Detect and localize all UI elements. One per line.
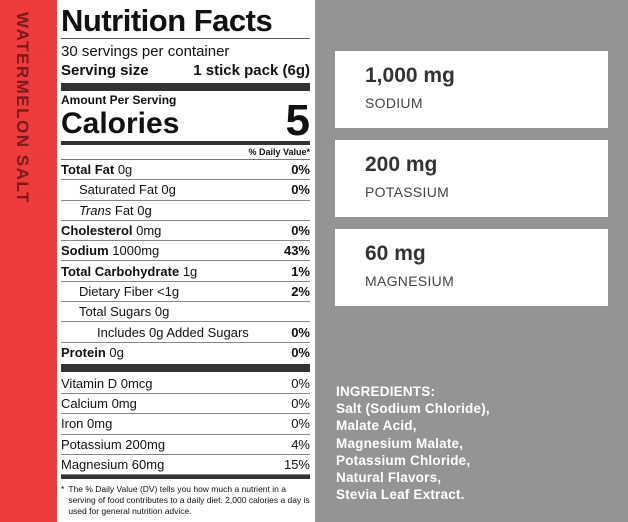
vitamin-row: Calcium 0mg 0% bbox=[61, 394, 310, 415]
medium-divider bbox=[61, 141, 310, 145]
nutrient-row-saturated-fat: Saturated Fat 0g 0% bbox=[61, 180, 310, 201]
footnote: * The % Daily Value (DV) tells you how m… bbox=[61, 479, 310, 517]
nutrient-row-total-carbohydrate: Total Carbohydrate 1g 1% bbox=[61, 261, 310, 282]
mineral-value: 1,000 mg bbox=[365, 64, 455, 87]
nutrient-rows: Total Fat 0g 0% Saturated Fat 0g 0% Trans … bbox=[61, 160, 310, 362]
nutrient-row-total-sugars: Total Sugars 0g bbox=[61, 302, 310, 323]
mineral-card-potassium: 200 mg POTASSIUM bbox=[335, 140, 608, 217]
mineral-card-sodium: 1,000 mg SODIUM bbox=[335, 51, 608, 128]
nutrient-row-added-sugars: Includes 0g Added Sugars 0% bbox=[61, 322, 310, 343]
ingredient-line: Magnesium Malate, bbox=[336, 435, 464, 451]
mineral-value: 200 mg bbox=[365, 153, 438, 176]
medium-divider-footer bbox=[61, 474, 310, 479]
serving-size-row: Serving size 1 stick pack (6g) bbox=[61, 61, 310, 81]
nutrient-row-protein: Protein 0g 0% bbox=[61, 344, 310, 360]
nutrition-title: Nutrition Facts bbox=[61, 3, 273, 38]
thick-divider-vitamins bbox=[61, 363, 310, 372]
nutrient-row-total-fat: Total Fat 0g 0% bbox=[61, 160, 310, 181]
vitamin-row: Magnesium 60mg 15% bbox=[61, 455, 310, 475]
ingredient-line: Natural Flavors, bbox=[336, 470, 442, 486]
ingredient-line: Stevia Leaf Extract. bbox=[336, 487, 465, 503]
thick-divider bbox=[61, 83, 310, 91]
vitamin-row: Iron 0mg 0% bbox=[61, 414, 310, 435]
mineral-value: 60 mg bbox=[365, 242, 426, 265]
nutrient-row-dietary-fiber: Dietary Fiber <1g 2% bbox=[61, 282, 310, 303]
ingredient-line: Salt (Sodium Chloride), bbox=[336, 401, 490, 417]
ingredients-heading: INGREDIENTS: bbox=[336, 384, 436, 399]
vitamin-row: Vitamin D 0mcg 0% bbox=[61, 374, 310, 395]
serving-size-label: Serving size bbox=[61, 62, 149, 79]
nutrient-row-trans-fat: Trans Fat 0g bbox=[61, 201, 310, 221]
serving-size-value: 1 stick pack (6g) bbox=[193, 62, 310, 79]
servings-per-container: 30 servings per container bbox=[61, 43, 230, 60]
ingredients-block: INGREDIENTS: Salt (Sodium Chloride), Mal… bbox=[336, 383, 490, 503]
divider bbox=[61, 38, 310, 39]
mineral-card-magnesium: 60 mg MAGNESIUM bbox=[335, 229, 608, 306]
calories-label: Calories bbox=[61, 107, 180, 140]
ingredient-line: Malate Acid, bbox=[336, 418, 417, 434]
calories-value: 5 bbox=[285, 96, 310, 145]
nutrient-row-sodium: Sodium 1000mg 43% bbox=[61, 241, 310, 262]
mineral-label: MAGNESIUM bbox=[365, 273, 455, 289]
flavor-side-bar: WATERMELON SALT bbox=[0, 0, 57, 522]
daily-value-header: % Daily Value* bbox=[61, 145, 310, 160]
vitamin-row: Potassium 200mg 4% bbox=[61, 435, 310, 455]
mineral-label: POTASSIUM bbox=[365, 184, 450, 200]
calories-row: Calories 5 bbox=[61, 96, 310, 145]
nutrient-row-cholesterol: Cholesterol 0mg 0% bbox=[61, 221, 310, 242]
footnote-mark: * bbox=[61, 483, 65, 494]
nutrition-facts-label: Nutrition Facts 30 servings per containe… bbox=[61, 4, 310, 517]
footnote-text: The % Daily Value (DV) tells you how muc… bbox=[68, 483, 310, 516]
mineral-label: SODIUM bbox=[365, 95, 423, 111]
flavor-label: WATERMELON SALT bbox=[13, 12, 32, 204]
vitamin-rows: Vitamin D 0mcg 0% Calcium 0mg 0% Iron 0mg 0… bbox=[61, 374, 310, 475]
ingredient-line: Potassium Chloride, bbox=[336, 452, 471, 468]
amount-per-serving: Amount Per Serving bbox=[61, 93, 177, 107]
